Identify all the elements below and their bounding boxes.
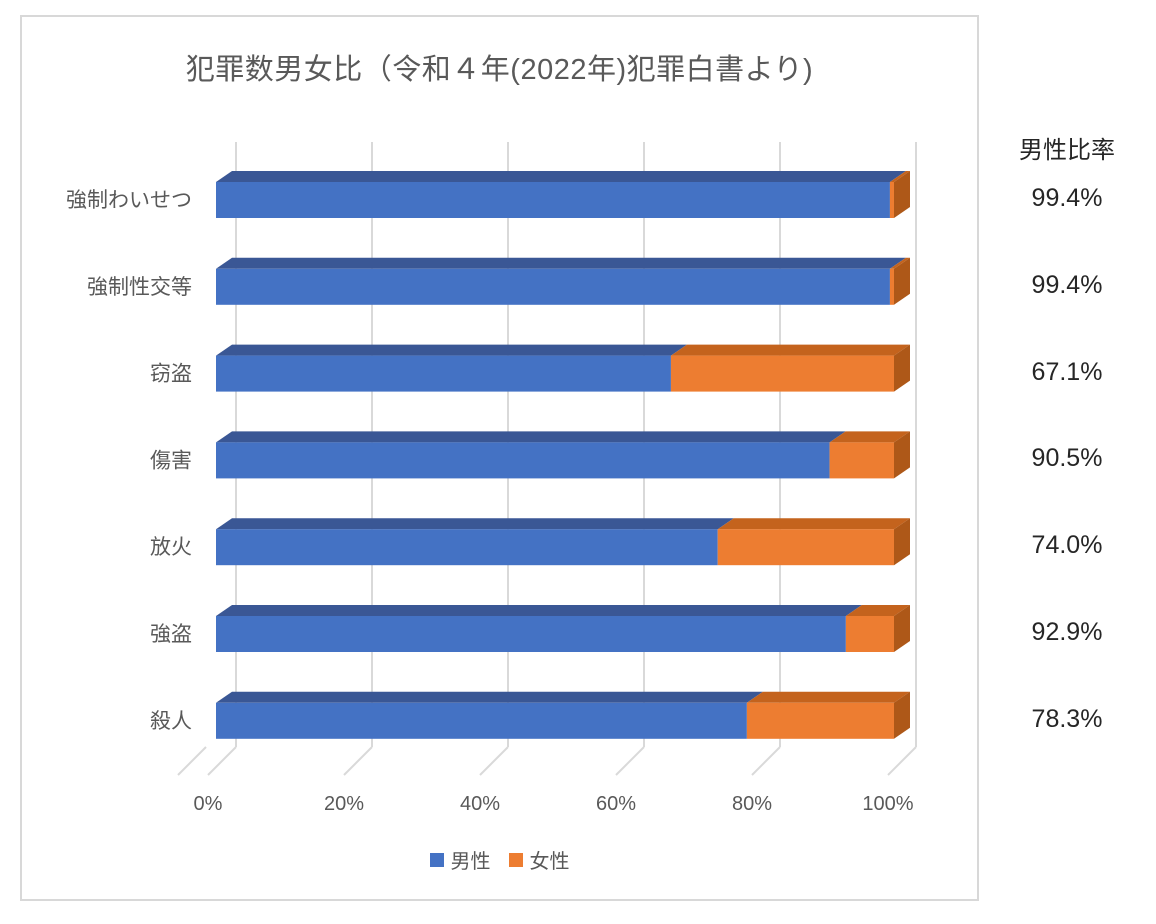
x-axis-tick-label: 80% xyxy=(732,793,772,815)
bar-female-side-face xyxy=(894,691,910,739)
bar-female-front xyxy=(829,442,894,479)
bar-female-front xyxy=(746,702,894,739)
male-ratio-value: 92.9% xyxy=(1031,618,1103,646)
bar-female-side-face xyxy=(894,518,910,566)
category-label: 強制性交等 xyxy=(87,276,192,299)
chart-title: 犯罪数男女比（令和４年(2022年)犯罪白書より) xyxy=(185,54,814,86)
floor-left-edge xyxy=(177,746,207,776)
male-ratio-value: 74.0% xyxy=(1031,531,1103,559)
bar-male-top-face xyxy=(216,344,687,356)
category-label: 放火 xyxy=(150,536,192,559)
male-ratio-value: 67.1% xyxy=(1031,358,1103,386)
bar-female-top-face xyxy=(717,518,910,530)
bar-female-side-face xyxy=(894,431,910,479)
bar-male-front xyxy=(216,702,747,739)
male-ratio-value: 78.3% xyxy=(1031,705,1103,733)
male-ratio-value: 99.4% xyxy=(1031,184,1103,212)
bar-female-top-face xyxy=(829,431,910,443)
bar-female-top-face xyxy=(889,257,910,269)
x-axis-tick-label: 0% xyxy=(194,793,223,815)
legend-item-male: 男性 xyxy=(429,845,491,874)
bar-female-front xyxy=(889,182,894,218)
legend-swatch-female xyxy=(508,852,523,867)
bar-female-top-face xyxy=(889,171,910,182)
bar-female-front xyxy=(670,355,894,392)
floor-edge xyxy=(479,746,509,776)
bar-male-top-face xyxy=(216,257,906,269)
legend-label-male: 男性 xyxy=(450,851,491,873)
legend-swatch-male xyxy=(429,852,444,867)
bar-female-side-face xyxy=(894,171,910,218)
bar-male-front xyxy=(216,442,830,479)
legend-item-female: 女性 xyxy=(508,845,570,874)
category-label: 傷害 xyxy=(150,449,192,472)
bar-male-front xyxy=(216,268,890,305)
bar-male-top-face xyxy=(216,605,862,616)
floor-edge xyxy=(207,746,237,776)
floor-edge xyxy=(615,746,645,776)
bar-female-top-face xyxy=(670,344,910,356)
bar-female-front xyxy=(889,268,894,305)
bar-female-top-face xyxy=(845,605,910,616)
bar-male-front xyxy=(216,182,890,218)
floor-edge xyxy=(343,746,373,776)
bar-female-top-face xyxy=(746,691,910,703)
bar-male-front xyxy=(216,529,718,566)
bar-female-side-face xyxy=(894,605,910,652)
male-ratio-value: 99.4% xyxy=(1031,271,1103,299)
male-ratio-header: 男性比率 xyxy=(1019,137,1115,164)
x-axis-tick-label: 20% xyxy=(324,793,364,815)
bar-female-front xyxy=(845,616,894,652)
bar-male-top-face xyxy=(216,431,846,443)
bar-female-side-face xyxy=(894,344,910,392)
legend-label-female: 女性 xyxy=(529,851,570,873)
male-ratio-column: 男性比率 99.4% 99.4% 67.1% 90.5% 74.0% 92.9% 78.3% xyxy=(978,0,1156,924)
floor-edge xyxy=(751,746,781,776)
x-axis-tick-label: 100% xyxy=(862,793,913,815)
category-label: 窃盗 xyxy=(150,363,192,386)
bar-male-top-face xyxy=(216,518,734,530)
category-label: 強制わいせつ xyxy=(66,189,192,212)
bar-male-front xyxy=(216,355,671,392)
bar-male-top-face xyxy=(216,691,763,703)
bar-female-front xyxy=(717,529,894,566)
chart-legend: 男性 女性 xyxy=(20,845,979,874)
bar-male-top-face xyxy=(216,171,906,182)
male-ratio-value: 90.5% xyxy=(1031,444,1103,472)
category-label: 強盗 xyxy=(150,623,192,646)
x-axis-tick-label: 60% xyxy=(596,793,636,815)
x-axis-tick-label: 40% xyxy=(460,793,500,815)
bar-male-front xyxy=(216,616,846,652)
category-label: 殺人 xyxy=(150,710,192,733)
floor-edge xyxy=(887,746,917,776)
bar-female-side-face xyxy=(894,257,910,305)
